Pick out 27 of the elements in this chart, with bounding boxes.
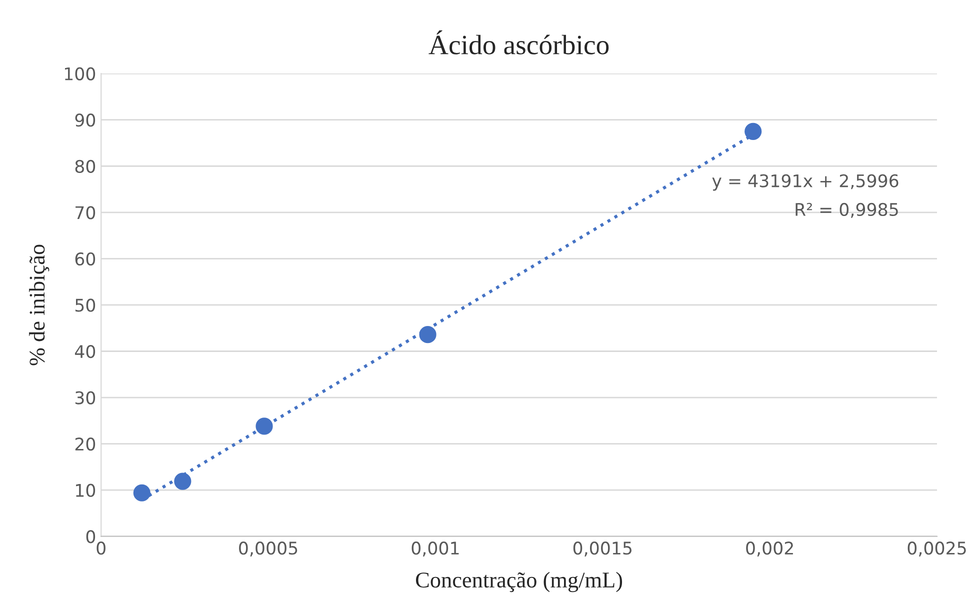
- point: [133, 484, 150, 502]
- y-tick-label: 60: [75, 252, 96, 266]
- point: [256, 418, 273, 435]
- y-tick-label: 90: [75, 114, 96, 127]
- y-tick-label: 50: [75, 298, 96, 312]
- point: [174, 472, 192, 490]
- x-axis-title: Concentração (mg/mL): [416, 572, 622, 592]
- x-tick-label: 0,0005: [239, 542, 298, 556]
- point: [744, 122, 762, 140]
- x-tick-label: 0,0015: [573, 542, 632, 556]
- y-tick-label: 10: [76, 484, 96, 497]
- y-tick-label: 80: [75, 160, 96, 173]
- annotation: y = 43191x + 2,5996: [712, 174, 898, 191]
- y-tick-label: 30: [75, 391, 96, 404]
- annotation: R² = 0,9985: [796, 202, 898, 218]
- x-tick-label: 0,0025: [908, 542, 966, 556]
- y-tick-label: 70: [76, 206, 96, 220]
- chart-title: Ácido ascórbico: [428, 30, 609, 54]
- y-tick-label: 0: [86, 530, 96, 544]
- x-tick-label: 0: [96, 542, 106, 555]
- y-tick-label: 100: [64, 67, 96, 80]
- y-tick-label: 20: [75, 438, 96, 451]
- y-tick-label: 40: [74, 344, 96, 358]
- point: [419, 326, 436, 344]
- y-axis-title: % de inibição: [29, 244, 50, 366]
- x-tick-label: 0,002: [746, 542, 793, 556]
- x-tick-label: 0,001: [412, 542, 459, 556]
